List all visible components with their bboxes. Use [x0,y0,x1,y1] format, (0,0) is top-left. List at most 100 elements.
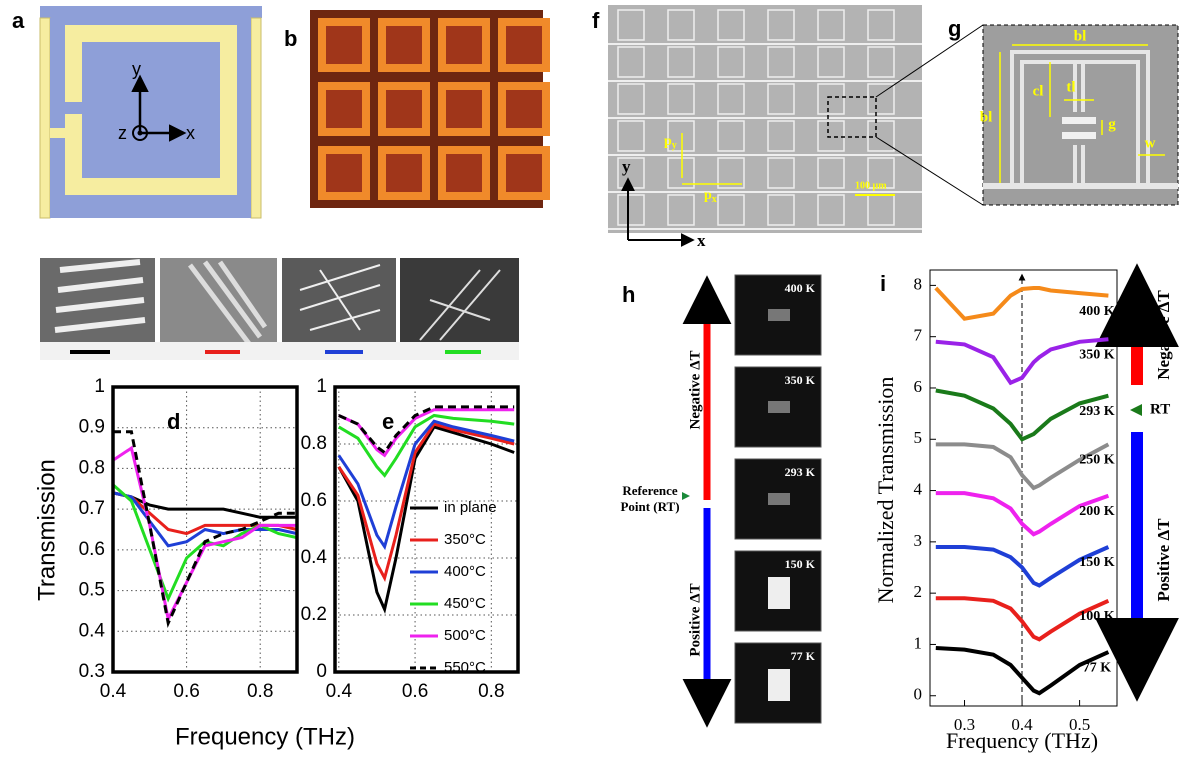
axis-name: x [697,231,706,250]
sem-images [40,258,519,360]
y-tick-label: 0.3 [79,661,105,682]
y-tick-label: 5 [914,428,923,447]
x-tick-label: 0.5 [1069,715,1090,734]
panel-label: d [167,409,180,434]
y-tick-label: 0 [316,661,327,682]
cell [817,83,845,115]
y-tick-label: 4 [914,479,923,498]
cell [767,46,795,78]
series-line [338,405,515,455]
temperature-label: 400 K [785,281,816,295]
y-tick-label: 0.4 [79,620,106,641]
plot-frame [929,269,1118,707]
y-tick-label: 6 [914,377,923,396]
resonator-gap [446,154,482,192]
plot-frame [111,385,299,674]
reference-label: Point (RT) [620,499,679,514]
cell [817,46,845,78]
curve-label: 350 K [1079,347,1115,362]
cell [667,120,695,152]
cell [717,9,745,41]
series-line [338,413,515,478]
side-label: Positive ΔT [1154,518,1173,602]
cell [667,157,695,189]
cell [617,83,645,115]
temperature-label: 293 K [785,465,816,479]
axis-name: y [622,157,631,176]
resonator-gap [326,26,362,64]
resonator-gap [506,26,542,64]
y-axis-label: Transmission [33,459,60,601]
axis-name: y [132,59,141,79]
cell [617,46,645,78]
pitch-label: px [704,188,717,205]
panel-label: e [382,409,394,434]
series-line [935,337,1109,386]
cell [717,194,745,226]
side-label: Negative ΔT [687,351,703,430]
y-tick-label: 0.5 [79,580,105,601]
field-hotspot [768,577,790,609]
reference-marker [682,492,690,500]
axis-name: x [186,123,195,143]
axis-name: z [118,123,127,143]
resonator-gap [446,90,482,128]
y-tick-label: 0.6 [79,539,105,560]
curve-label: 150 K [1079,555,1115,570]
cell [867,83,895,115]
panel-label: i [880,271,886,296]
srr-schematic [39,6,262,219]
panel-label: g [948,16,961,41]
cell [817,194,845,226]
y-tick-label: 0.8 [79,457,105,478]
panel-label: h [622,282,635,307]
sem-array [608,5,922,233]
field-image [734,366,822,448]
y-tick-label: 7 [914,326,923,345]
dimension-label: bl [1074,28,1087,44]
cell [667,194,695,226]
resonator-gap [506,154,542,192]
cell [867,120,895,152]
cell [817,157,845,189]
y-tick-label: 1 [316,376,327,397]
micrograph [310,10,550,208]
panel-label: f [592,8,600,33]
cell [867,9,895,41]
resonator-gap [326,90,362,128]
cell [717,83,745,115]
y-tick-label: 0 [914,685,923,704]
legend-label: 550°C [444,659,486,676]
curve-label: 100 K [1079,609,1115,624]
series-line [935,545,1110,588]
y-tick-label: 1 [914,633,923,652]
y-tick-label: 1 [94,376,105,397]
resonator-gap [386,154,422,192]
pitch-label: py [664,134,677,151]
x-tick-label: 0.4 [326,681,353,702]
field-hotspot [768,309,790,321]
series-line [338,408,515,458]
x-tick-label: 0.4 [1011,715,1033,734]
cell [617,120,645,152]
cell [767,194,795,226]
x-tick-label: 0.6 [173,681,199,702]
panel-label: b [284,26,297,51]
cell [717,120,745,152]
x-tick-label: 0.8 [478,681,504,702]
cell [767,9,795,41]
y-tick-label: 0.6 [301,490,327,511]
dimension-label: w [1145,135,1156,151]
y-axis-label: Normalized Transmission [873,377,898,604]
y-tick-label: 8 [914,274,923,293]
field-hotspot [768,669,790,701]
pitch-base: p [704,188,712,203]
x-axis-label: Frequency (THz) [946,728,1098,753]
curve-label: 250 K [1079,453,1115,468]
cell [617,9,645,41]
scale-label: 100 µm [855,180,887,191]
field-hotspot [768,493,790,505]
temperature-label: 350 K [785,373,816,387]
cell [767,83,795,115]
